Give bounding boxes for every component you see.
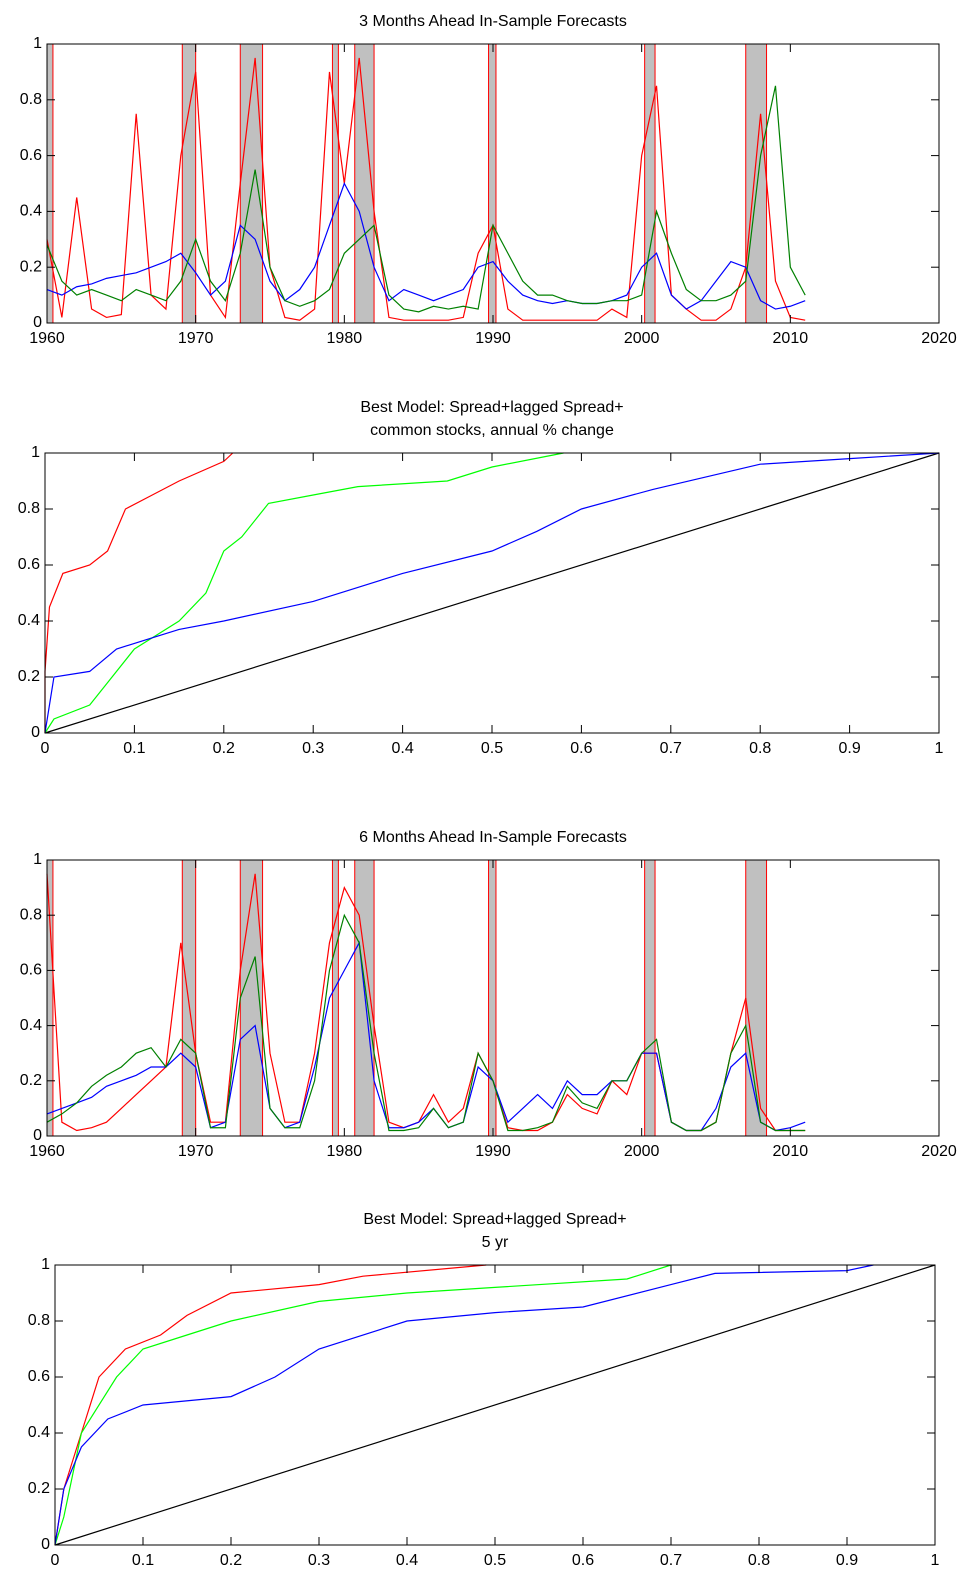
x-tick-label: 1960 <box>29 1143 65 1160</box>
x-tick-label: 1970 <box>178 1143 214 1160</box>
x-tick-label: 0 <box>51 1552 60 1569</box>
recession-band <box>644 859 656 1137</box>
series-line <box>44 452 234 733</box>
x-tick-label: 0.5 <box>481 740 503 757</box>
x-tick-label: 0.1 <box>132 1552 154 1569</box>
series-line <box>46 182 806 310</box>
x-tick-label: 0.2 <box>213 740 235 757</box>
y-tick-label: 0.4 <box>20 1017 42 1034</box>
x-tick-label: 2010 <box>773 330 809 347</box>
chart-title: Best Model: Spread+lagged Spread+ <box>363 1211 626 1228</box>
y-tick-label: 0 <box>33 1127 42 1144</box>
series-line <box>44 452 564 734</box>
series-line <box>46 85 806 313</box>
x-tick-label: 0.2 <box>220 1552 242 1569</box>
chart-title: common stocks, annual % change <box>370 422 614 439</box>
y-tick-label: 0.8 <box>28 1312 50 1329</box>
series-line <box>46 913 806 1132</box>
y-tick-label: 0 <box>31 724 40 741</box>
x-tick-label: 2020 <box>921 330 957 347</box>
recession-band <box>46 859 54 1137</box>
chart-title: 5 yr <box>482 1234 509 1251</box>
x-tick-label: 0.8 <box>749 740 771 757</box>
y-tick-label: 0 <box>33 314 42 331</box>
x-tick-label: 0.7 <box>660 740 682 757</box>
y-tick-label: 1 <box>33 35 42 52</box>
x-tick-label: 2000 <box>624 330 660 347</box>
series-line <box>54 1264 936 1546</box>
recession-band <box>488 859 497 1137</box>
x-tick-label: 0 <box>41 740 50 757</box>
y-tick-label: 0.2 <box>20 1072 42 1089</box>
chart-title: Best Model: Spread+lagged Spread+ <box>360 399 623 416</box>
x-tick-label: 1980 <box>327 330 363 347</box>
y-tick-label: 0.4 <box>20 203 42 220</box>
y-tick-label: 1 <box>31 444 40 461</box>
recession-band <box>644 43 656 324</box>
x-tick-label: 0.6 <box>570 740 592 757</box>
y-tick-label: 0.6 <box>20 147 42 164</box>
x-tick-label: 0.4 <box>396 1552 418 1569</box>
recession-band <box>331 859 339 1137</box>
recession-band <box>354 859 375 1137</box>
y-tick-label: 0.4 <box>28 1424 50 1441</box>
x-tick-label: 0.6 <box>572 1552 594 1569</box>
y-tick-label: 0.2 <box>28 1480 50 1497</box>
x-tick-label: 1990 <box>475 330 511 347</box>
x-tick-label: 1990 <box>475 1143 511 1160</box>
recession-band <box>745 43 768 324</box>
y-tick-label: 0.2 <box>20 258 42 275</box>
x-tick-label: 0.3 <box>302 740 324 757</box>
x-tick-label: 1980 <box>327 1143 363 1160</box>
y-tick-label: 0.6 <box>18 556 40 573</box>
y-tick-label: 0.6 <box>20 962 42 979</box>
y-tick-label: 0.6 <box>28 1368 50 1385</box>
x-tick-label: 0.7 <box>660 1552 682 1569</box>
x-tick-label: 0.4 <box>391 740 413 757</box>
series-line <box>44 452 940 734</box>
x-tick-label: 2010 <box>773 1143 809 1160</box>
recession-band <box>46 43 54 324</box>
series-line <box>44 452 940 734</box>
x-tick-label: 0.9 <box>838 740 860 757</box>
y-tick-label: 0 <box>41 1536 50 1553</box>
x-tick-label: 0.1 <box>123 740 145 757</box>
y-tick-label: 0.8 <box>20 906 42 923</box>
series-line <box>54 1264 874 1546</box>
x-tick-label: 0.8 <box>748 1552 770 1569</box>
recession-band <box>181 859 197 1137</box>
series-line <box>54 1264 487 1546</box>
x-tick-label: 1970 <box>178 330 214 347</box>
y-tick-label: 1 <box>33 851 42 868</box>
x-tick-label: 2000 <box>624 1143 660 1160</box>
x-tick-label: 1 <box>935 740 944 757</box>
y-tick-label: 1 <box>41 1256 50 1273</box>
x-tick-label: 0.5 <box>484 1552 506 1569</box>
recession-band <box>488 43 497 324</box>
x-tick-label: 1 <box>931 1552 940 1569</box>
x-tick-label: 2020 <box>921 1143 957 1160</box>
y-tick-label: 0.8 <box>18 500 40 517</box>
y-tick-label: 0.2 <box>18 668 40 685</box>
series-line <box>54 1264 672 1546</box>
chart-title: 3 Months Ahead In-Sample Forecasts <box>359 13 627 30</box>
x-tick-label: 0.3 <box>308 1552 330 1569</box>
chart-title: 6 Months Ahead In-Sample Forecasts <box>359 829 627 846</box>
x-tick-label: 0.9 <box>836 1552 858 1569</box>
y-tick-label: 0.8 <box>20 91 42 108</box>
x-tick-label: 1960 <box>29 330 65 347</box>
y-tick-label: 0.4 <box>18 612 40 629</box>
